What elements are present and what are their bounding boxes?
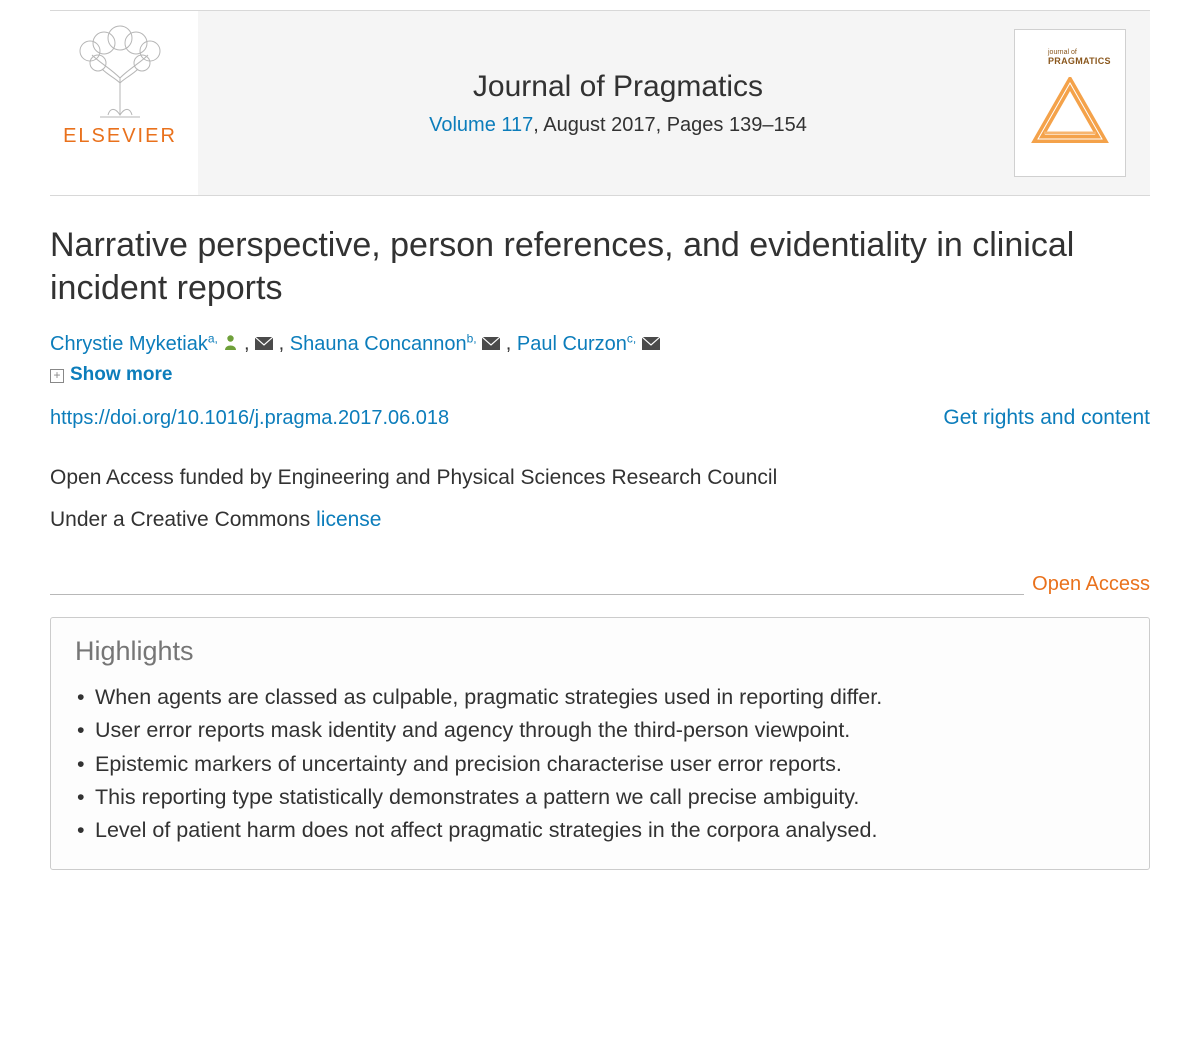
- highlight-item: When agents are classed as culpable, pra…: [73, 681, 1127, 714]
- open-access-badge: Open Access: [1024, 573, 1150, 596]
- volume-link[interactable]: Volume 117: [429, 114, 533, 136]
- highlight-item: Epistemic markers of uncertainty and pre…: [73, 748, 1127, 781]
- rights-link[interactable]: Get rights and content: [943, 406, 1150, 430]
- plus-icon: +: [50, 369, 64, 383]
- highlights-box: Highlights When agents are classed as cu…: [50, 617, 1150, 871]
- oa-funded-text: Open Access funded by Engineering and Ph…: [50, 466, 1150, 490]
- mail-icon[interactable]: [642, 333, 660, 356]
- mail-icon[interactable]: [255, 333, 273, 356]
- open-access-divider: Open Access: [50, 572, 1150, 595]
- license-link[interactable]: license: [316, 508, 381, 531]
- journal-cover-thumbnail[interactable]: journal of PRAGMATICS: [1014, 29, 1126, 177]
- highlights-heading: Highlights: [75, 636, 1127, 667]
- show-more-toggle[interactable]: +Show more: [50, 364, 1150, 386]
- cover-small-text: journal of: [1048, 49, 1077, 56]
- journal-header: ELSEVIER Journal of Pragmatics Volume 11…: [50, 11, 1150, 196]
- highlight-item: User error reports mask identity and age…: [73, 714, 1127, 747]
- highlight-item: Level of patient harm does not affect pr…: [73, 814, 1127, 847]
- cc-license-line: Under a Creative Commons license: [50, 508, 1150, 532]
- highlights-list: When agents are classed as culpable, pra…: [73, 681, 1127, 848]
- authors-list: Chrystie Myketiaka, , , Shauna Concannon…: [50, 331, 1150, 356]
- elsevier-tree-icon: [65, 23, 175, 123]
- publisher-name: ELSEVIER: [63, 125, 177, 148]
- highlight-item: This reporting type statistically demons…: [73, 781, 1127, 814]
- doi-link[interactable]: https://doi.org/10.1016/j.pragma.2017.06…: [50, 407, 449, 430]
- article-title: Narrative perspective, person references…: [50, 224, 1150, 309]
- author-1[interactable]: Chrystie Myketiaka,: [50, 333, 218, 355]
- cover-triangle-icon: [1030, 77, 1110, 157]
- person-icon[interactable]: [223, 333, 238, 356]
- author-2[interactable]: Shauna Concannonb,: [290, 333, 477, 355]
- author-3[interactable]: Paul Curzonc,: [517, 333, 636, 355]
- mail-icon[interactable]: [482, 333, 500, 356]
- cover-big-text: PRAGMATICS: [1048, 56, 1111, 66]
- journal-title[interactable]: Journal of Pragmatics: [222, 70, 1014, 104]
- journal-info-block: Journal of Pragmatics Volume 117, August…: [198, 11, 1150, 195]
- journal-issue-meta: Volume 117, August 2017, Pages 139–154: [222, 114, 1014, 137]
- issue-text: , August 2017, Pages 139–154: [533, 114, 807, 136]
- publisher-logo[interactable]: ELSEVIER: [50, 11, 198, 195]
